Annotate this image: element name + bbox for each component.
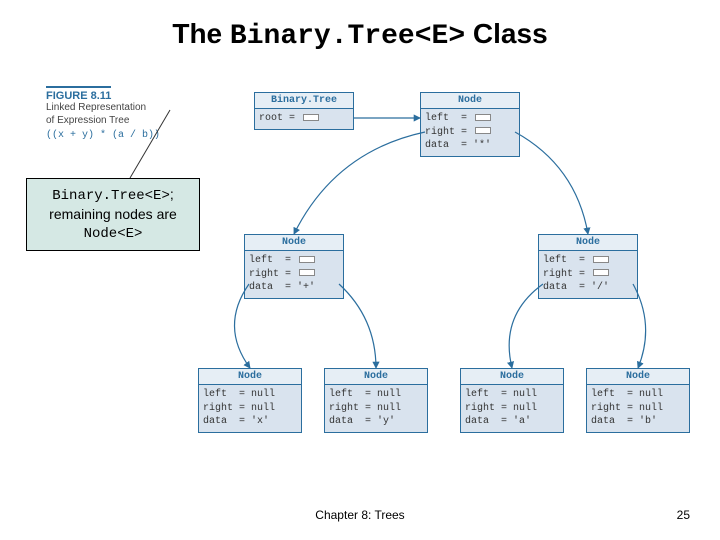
callout-line3-mono: Node<E>: [84, 226, 143, 242]
node-row: left = null: [591, 388, 685, 402]
node-row: right =: [249, 268, 339, 282]
node-row: right = null: [203, 402, 297, 416]
node-header: Node: [587, 369, 689, 385]
node-header: Node: [199, 369, 301, 385]
node-row: left =: [249, 254, 339, 268]
node-row: root =: [259, 112, 349, 126]
node-row: data = 'a': [465, 415, 559, 429]
footer-page: 25: [677, 508, 690, 522]
node-header: Node: [461, 369, 563, 385]
node-row: data = '+': [249, 281, 339, 295]
figure-expression: ((x + y) * (a / b)): [46, 130, 160, 141]
node-row: right =: [543, 268, 633, 282]
node-row: data = '/': [543, 281, 633, 295]
node-row: data = '*': [425, 139, 515, 153]
title-mono: Binary.Tree<E>: [230, 21, 465, 52]
figure-desc-line2: of Expression Tree: [46, 115, 129, 126]
node-body: left = nullright = nulldata = 'x': [199, 385, 301, 432]
callout-box: Binary.Tree<E>; remaining nodes are Node…: [26, 178, 200, 251]
node-x: Nodeleft = nullright = nulldata = 'x': [198, 368, 302, 433]
slide-title: The Binary.Tree<E> Class: [0, 0, 720, 52]
node-row: right = null: [591, 402, 685, 416]
node-body: root =: [255, 109, 353, 129]
node-row: left = null: [203, 388, 297, 402]
node-header: Node: [421, 93, 519, 109]
node-body: left = nullright = nulldata = 'a': [461, 385, 563, 432]
node-body: left = right = data = '*': [421, 109, 519, 156]
pointer-box: [299, 256, 315, 263]
node-body: left = nullright = nulldata = 'y': [325, 385, 427, 432]
pointer-box: [299, 269, 315, 276]
node-row: right =: [425, 126, 515, 140]
node-a: Nodeleft = nullright = nulldata = 'a': [460, 368, 564, 433]
node-body: left = right = data = '/': [539, 251, 637, 298]
footer-chapter: Chapter 8: Trees: [0, 508, 720, 522]
node-header: Node: [325, 369, 427, 385]
figure-description: Linked Representation of Expression Tree: [46, 102, 146, 127]
node-row: left = null: [329, 388, 423, 402]
callout-line2: remaining nodes are: [49, 206, 177, 222]
node-div: Nodeleft = right = data = '/': [538, 234, 638, 299]
callout-line1-suffix: ;: [170, 186, 174, 202]
node-header: Node: [245, 235, 343, 251]
pointer-box: [593, 269, 609, 276]
node-row: left =: [543, 254, 633, 268]
title-prefix: The: [172, 18, 230, 49]
node-body: left = right = data = '+': [245, 251, 343, 298]
node-binarytree: Binary.Tree root =: [254, 92, 354, 130]
node-header: Binary.Tree: [255, 93, 353, 109]
title-suffix: Class: [465, 18, 548, 49]
node-b: Nodeleft = nullright = nulldata = 'b': [586, 368, 690, 433]
node-row: data = 'b': [591, 415, 685, 429]
node-row: left =: [425, 112, 515, 126]
pointer-box: [475, 114, 491, 121]
figure-desc-line1: Linked Representation: [46, 102, 146, 113]
pointer-box: [593, 256, 609, 263]
node-row: left = null: [465, 388, 559, 402]
callout-line1-mono: Binary.Tree<E>: [52, 188, 170, 204]
node-row: data = 'x': [203, 415, 297, 429]
node-header: Node: [539, 235, 637, 251]
node-row: right = null: [465, 402, 559, 416]
node-row: data = 'y': [329, 415, 423, 429]
node-body: left = nullright = nulldata = 'b': [587, 385, 689, 432]
node-root: Nodeleft = right = data = '*': [420, 92, 520, 157]
node-y: Nodeleft = nullright = nulldata = 'y': [324, 368, 428, 433]
node-row: right = null: [329, 402, 423, 416]
pointer-box: [303, 114, 319, 121]
pointer-box: [475, 127, 491, 134]
node-plus: Nodeleft = right = data = '+': [244, 234, 344, 299]
figure-label: FIGURE 8.11: [46, 86, 111, 102]
